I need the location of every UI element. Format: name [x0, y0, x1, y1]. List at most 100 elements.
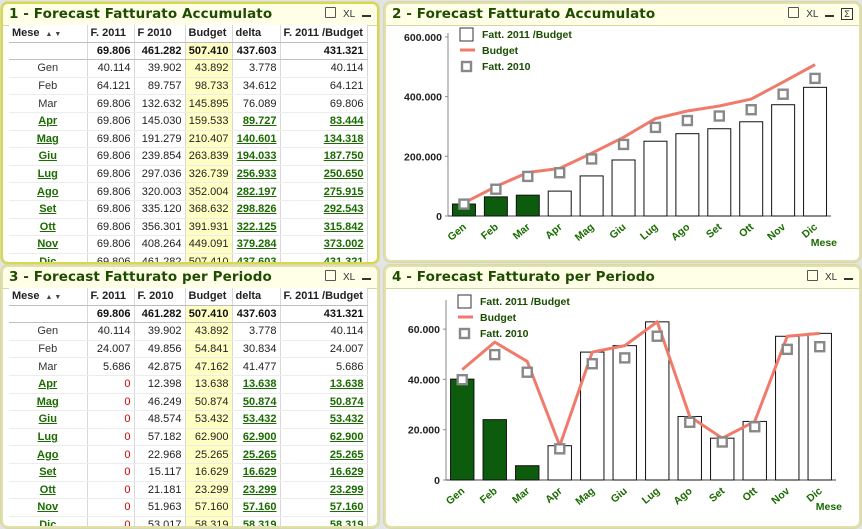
table-row[interactable]: Ago 0 22.968 25.265 25.265 25.265	[9, 445, 368, 464]
panel-title-bar[interactable]: 1 - Forecast Fatturato Accumulato XL	[3, 4, 377, 26]
month-cell[interactable]: Ott	[9, 218, 88, 237]
table-row[interactable]: Nov 69.806 408.264 449.091 379.284 373.002	[9, 235, 368, 254]
column-header[interactable]: Budget	[185, 25, 233, 43]
table-row[interactable]: Gen 40.114 39.902 43.892 3.778 40.114	[9, 59, 368, 78]
value-cell: 0	[87, 445, 135, 464]
bar-gen	[450, 378, 475, 481]
table-row[interactable]: Ott 0 21.181 23.299 23.299 23.299	[9, 481, 368, 500]
x-tick-label: Mar	[510, 485, 532, 506]
month-cell[interactable]: Apr	[9, 112, 88, 131]
value-cell: 50.874	[232, 393, 281, 412]
month-cell[interactable]: Mar	[9, 94, 88, 113]
print-icon[interactable]	[325, 270, 337, 281]
xl-icon[interactable]: XL	[806, 9, 819, 20]
value-cell: 431.321	[280, 253, 368, 262]
sort-icon[interactable]: ▲ ▼	[45, 294, 62, 302]
table-row[interactable]: Lug 0 57.182 62.900 62.900 62.900	[9, 428, 368, 447]
table-row[interactable]: Dic 0 53.017 58.319 58.319 58.319	[9, 516, 368, 526]
marker-2010-set	[713, 110, 725, 122]
column-header[interactable]: Mese ▲ ▼	[9, 25, 88, 43]
column-header[interactable]: F. 2011 /Budget	[280, 288, 368, 306]
panel-title-bar[interactable]: 3 - Forecast Fatturato per Periodo XL	[3, 267, 377, 289]
month-cell[interactable]: Feb	[9, 77, 88, 96]
value-cell: 57.160	[280, 498, 368, 517]
column-header[interactable]: Mese ▲ ▼	[9, 288, 88, 306]
minimize-icon[interactable]	[362, 278, 371, 280]
month-cell[interactable]: Apr	[9, 375, 88, 394]
column-header[interactable]: delta	[232, 288, 281, 306]
table-row[interactable]: Set 0 15.117 16.629 16.629 16.629	[9, 463, 368, 482]
month-cell[interactable]: Mag	[9, 393, 88, 412]
month-cell[interactable]: Lug	[9, 165, 88, 184]
month-cell[interactable]: Nov	[9, 498, 88, 517]
expression-icon[interactable]: Σ	[841, 8, 853, 20]
value-cell: 57.160	[232, 498, 281, 517]
panel-title-bar[interactable]: 4 - Forecast Fatturato per Periodo XL	[386, 267, 859, 289]
xl-icon[interactable]: XL	[342, 9, 356, 20]
month-cell[interactable]: Feb	[9, 340, 88, 359]
column-header[interactable]: F. 2010	[134, 288, 186, 306]
print-icon[interactable]	[788, 7, 800, 18]
month-cell[interactable]: Lug	[9, 428, 88, 447]
month-cell[interactable]: Set	[9, 200, 88, 219]
table-row[interactable]: Nov 0 51.963 57.160 57.160 57.160	[9, 498, 368, 517]
value-cell: 5.686	[280, 357, 368, 376]
marker-2010-gen	[458, 198, 470, 210]
table-row[interactable]: Ott 69.806 356.301 391.931 322.125 315.842	[9, 218, 368, 237]
column-header[interactable]: F. 2011	[87, 288, 135, 306]
value-cell: 379.284	[232, 235, 281, 254]
month-cell[interactable]: Giu	[9, 410, 88, 429]
value-cell: 53.432	[232, 410, 281, 429]
table-row[interactable]: Mar 69.806 132.632 145.895 76.089 69.806	[9, 94, 368, 113]
marker-2010-mag	[585, 153, 598, 165]
table-row[interactable]: Set 69.806 335.120 368.632 298.826 292.543	[9, 200, 368, 219]
month-cell[interactable]: Giu	[9, 147, 88, 166]
month-cell[interactable]: Mag	[9, 130, 88, 149]
table-row[interactable]: Mag 0 46.249 50.874 50.874 50.874	[9, 393, 368, 412]
table-row[interactable]: Gen 40.114 39.902 43.892 3.778 40.114	[9, 322, 368, 341]
month-cell[interactable]: Gen	[9, 59, 88, 78]
minimize-icon[interactable]	[362, 15, 371, 17]
xl-icon[interactable]: XL	[824, 272, 838, 283]
month-cell[interactable]: Ago	[9, 182, 88, 201]
table-row[interactable]: Feb 24.007 49.856 54.841 30.834 24.007	[9, 340, 368, 359]
column-header[interactable]: F 2010	[134, 25, 186, 43]
column-header[interactable]: delta	[232, 25, 281, 43]
month-cell[interactable]: Mar	[9, 357, 88, 376]
month-cell[interactable]: Ott	[9, 481, 88, 500]
value-cell: 292.543	[280, 200, 368, 219]
total-cell: 461.282	[134, 305, 186, 324]
month-cell[interactable]: Set	[9, 463, 88, 482]
value-cell: 21.181	[134, 481, 186, 500]
month-cell[interactable]: Dic	[9, 253, 88, 262]
table-row[interactable]: Giu 0 48.574 53.432 53.432 53.432	[9, 410, 368, 429]
table-row[interactable]: Feb 64.121 89.757 98.733 34.612 64.121	[9, 77, 368, 96]
minimize-icon[interactable]	[825, 15, 835, 17]
table-row[interactable]: Apr 0 12.398 13.638 13.638 13.638	[9, 375, 368, 394]
table-row[interactable]: Giu 69.806 239.854 263.839 194.033 187.750	[9, 147, 368, 166]
column-header[interactable]: F. 2011	[87, 25, 135, 43]
print-icon[interactable]	[325, 7, 337, 18]
panel-title-bar[interactable]: 2 - Forecast Fatturato Accumulato XL Σ	[386, 4, 859, 26]
table-row[interactable]: Apr 69.806 145.030 159.533 89.727 83.444	[9, 112, 368, 131]
month-cell[interactable]: Dic	[9, 516, 88, 526]
month-cell[interactable]: Nov	[9, 235, 88, 254]
table-row[interactable]: Mag 69.806 191.279 210.407 140.601 134.318	[9, 130, 368, 149]
marker-2010-gen	[456, 373, 468, 386]
xl-icon[interactable]: XL	[342, 272, 356, 283]
value-cell: 40.114	[280, 59, 368, 78]
data-table: Mese ▲ ▼ F. 2011 F 2010 Budget delta F. 2011 /…	[9, 25, 368, 262]
sort-icon[interactable]: ▲ ▼	[45, 31, 62, 39]
value-cell: 275.915	[280, 182, 368, 201]
table-row[interactable]: Mar 5.686 42.875 47.162 41.477 5.686	[9, 357, 368, 376]
value-cell: 43.892	[185, 322, 233, 341]
month-cell[interactable]: Gen	[9, 322, 88, 341]
column-header[interactable]: Budget	[185, 288, 233, 306]
print-icon[interactable]	[807, 270, 819, 281]
table-row[interactable]: Ago 69.806 320.003 352.004 282.197 275.915	[9, 182, 368, 201]
minimize-icon[interactable]	[844, 278, 853, 280]
table-row[interactable]: Dic 69.806 461.282 507.410 437.603 431.321	[9, 253, 368, 262]
month-cell[interactable]: Ago	[9, 445, 88, 464]
table-row[interactable]: Lug 69.806 297.036 326.739 256.933 250.650	[9, 165, 368, 184]
column-header[interactable]: F. 2011 /Budget	[280, 25, 368, 43]
